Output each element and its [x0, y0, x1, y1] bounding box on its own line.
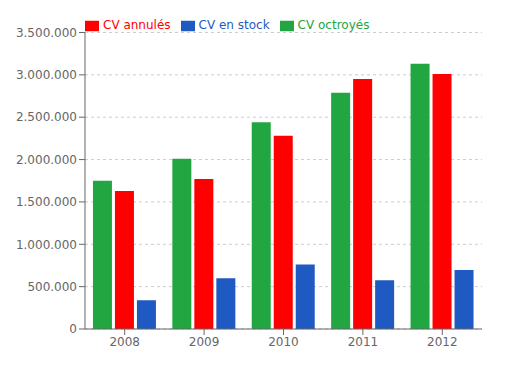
- html-text:CV en stock: CV en stock: [198, 18, 270, 32]
- svg-text:2012: 2012: [427, 335, 458, 349]
- svg-text:3.000.000: 3.000.000: [16, 68, 77, 82]
- svg-text:2.500.000: 2.500.000: [16, 110, 77, 124]
- svg-text:2.000.000: 2.000.000: [16, 153, 77, 167]
- svg-text:2011: 2011: [348, 335, 379, 349]
- svg-text:1.500.000: 1.500.000: [16, 195, 77, 209]
- svg-text:2009: 2009: [189, 335, 220, 349]
- html-text:CV octroyés: CV octroyés: [297, 18, 370, 32]
- svg-text:2008: 2008: [109, 335, 140, 349]
- html-text:CV annulés: CV annulés: [103, 18, 171, 32]
- svg-text:2010: 2010: [268, 335, 299, 349]
- svg-text:0: 0: [69, 322, 77, 336]
- svg-text:500.000: 500.000: [27, 280, 77, 294]
- svg-text:1.000.000: 1.000.000: [16, 238, 77, 252]
- svg-text:3.500.000: 3.500.000: [16, 26, 77, 40]
